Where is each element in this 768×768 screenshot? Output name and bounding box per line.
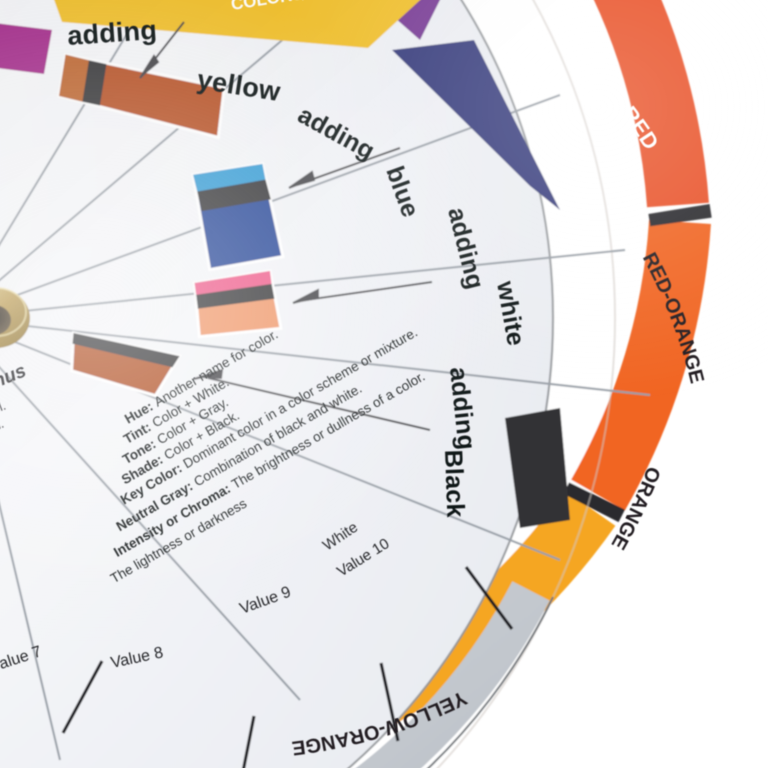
ring-segment-orange [570, 219, 711, 511]
ring-segment-red-orange [593, 0, 709, 208]
navy-blue-wedge [392, 40, 560, 210]
brass-grommet [0, 287, 30, 348]
right-arrow-icon: ➡ [291, 0, 309, 6]
wedge-label-adding-yellow: adding yellow [66, 15, 283, 107]
svg-text:el.: el. [0, 416, 6, 435]
ring-divider [648, 203, 712, 227]
black-wedge [505, 408, 570, 528]
svg-text:el.: el. [0, 398, 8, 417]
swatch-adding-black [69, 331, 183, 398]
value-scale [61, 566, 554, 768]
disc-face [0, 0, 553, 768]
svg-text:Black: Black [439, 449, 469, 518]
ring-divider [563, 482, 625, 523]
disc [0, 0, 712, 768]
arrows [139, 21, 433, 431]
svg-text:adding: adding [66, 15, 158, 51]
wedge-label-adding-black: adding Black [439, 366, 481, 518]
swatch-adding-yellow [57, 52, 226, 140]
swatch-adding-blue [191, 162, 285, 272]
swatch-adding-white [192, 269, 283, 339]
magenta-swatch [0, 23, 52, 74]
value-ticks [61, 566, 514, 768]
top-banner [54, 0, 421, 48]
